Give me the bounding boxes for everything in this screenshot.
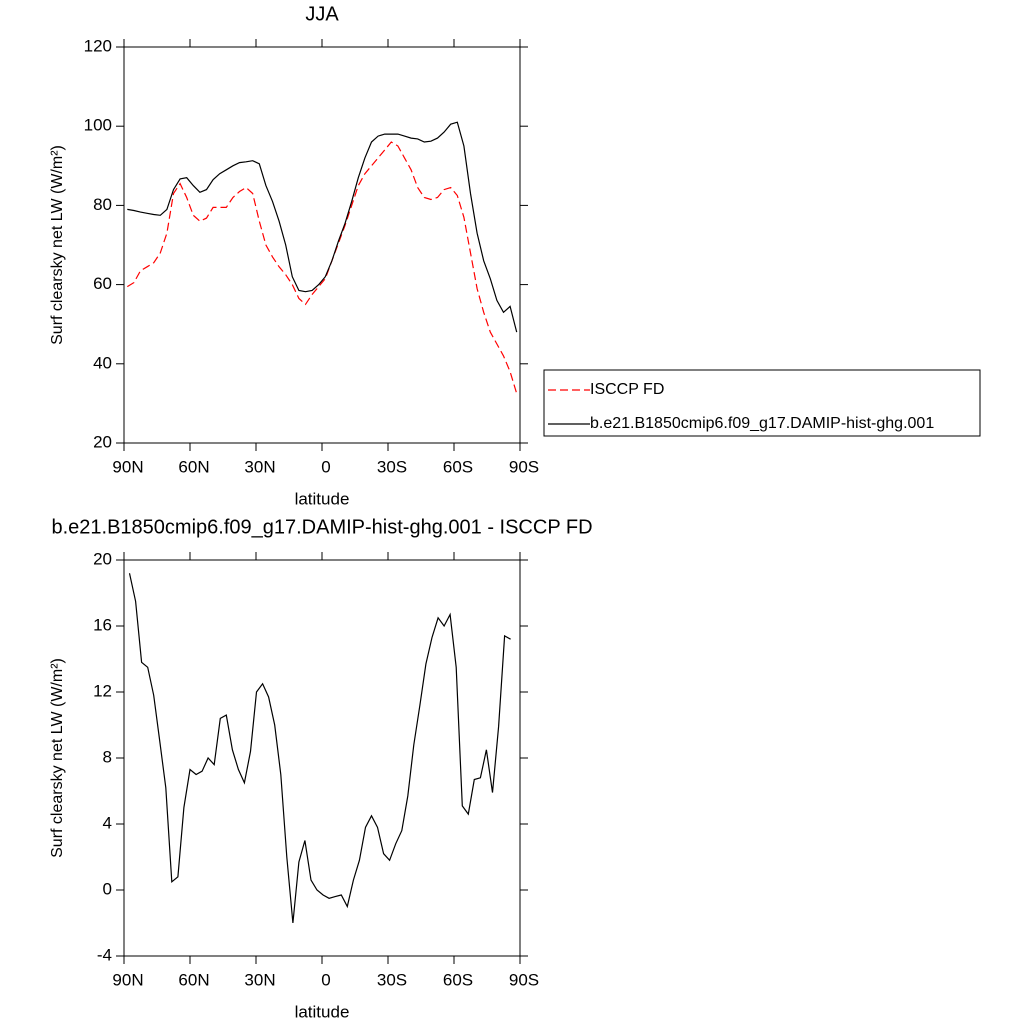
x-tick-label: 60N <box>178 970 209 989</box>
data-line <box>127 121 518 333</box>
y-tick-label: 40 <box>93 353 112 372</box>
y-tick-label: 8 <box>103 747 112 766</box>
legend-box <box>543 369 981 437</box>
y-tick-label: 120 <box>84 36 112 55</box>
y-tick-label: 16 <box>93 615 112 634</box>
y-tick-label: 20 <box>93 432 112 451</box>
y-tick-label: -4 <box>97 945 112 964</box>
x-tick-label: 30N <box>244 970 275 989</box>
x-tick-label: 90S <box>509 970 539 989</box>
x-tick-label: 60S <box>443 970 473 989</box>
data-line <box>128 573 511 924</box>
y-tick-label: 12 <box>93 681 112 700</box>
x-tick-label: 90S <box>509 457 539 476</box>
y-tick-label: 100 <box>84 116 112 135</box>
y-axis-label: Surf clearsky net LW (W/m²) <box>49 145 66 345</box>
x-tick-label: 0 <box>321 457 330 476</box>
x-axis-label: latitude <box>295 1002 350 1021</box>
x-tick-label: 60N <box>178 457 209 476</box>
y-axis-label: Surf clearsky net LW (W/m²) <box>49 658 66 858</box>
x-tick-label: 90N <box>112 457 143 476</box>
x-tick-label: 30S <box>377 457 407 476</box>
data-line <box>126 141 518 394</box>
plot-frame <box>123 46 521 444</box>
x-tick-label: 30N <box>244 457 275 476</box>
x-tick-label: 30S <box>377 970 407 989</box>
legend-label: ISCCP FD <box>590 381 664 398</box>
y-tick-label: 80 <box>93 195 112 214</box>
x-tick-label: 90N <box>112 970 143 989</box>
y-tick-label: 0 <box>103 879 112 898</box>
x-axis-label: latitude <box>295 489 350 508</box>
y-tick-label: 4 <box>103 813 112 832</box>
y-tick-label: 20 <box>93 549 112 568</box>
chart-title: JJA <box>305 3 339 25</box>
legend-label: b.e21.B1850cmip6.f09_g17.DAMIP-hist-ghg.… <box>590 415 934 432</box>
y-tick-label: 60 <box>93 274 112 293</box>
x-tick-label: 0 <box>321 970 330 989</box>
chart-title: b.e21.B1850cmip6.f09_g17.DAMIP-hist-ghg.… <box>51 516 592 538</box>
x-tick-label: 60S <box>443 457 473 476</box>
